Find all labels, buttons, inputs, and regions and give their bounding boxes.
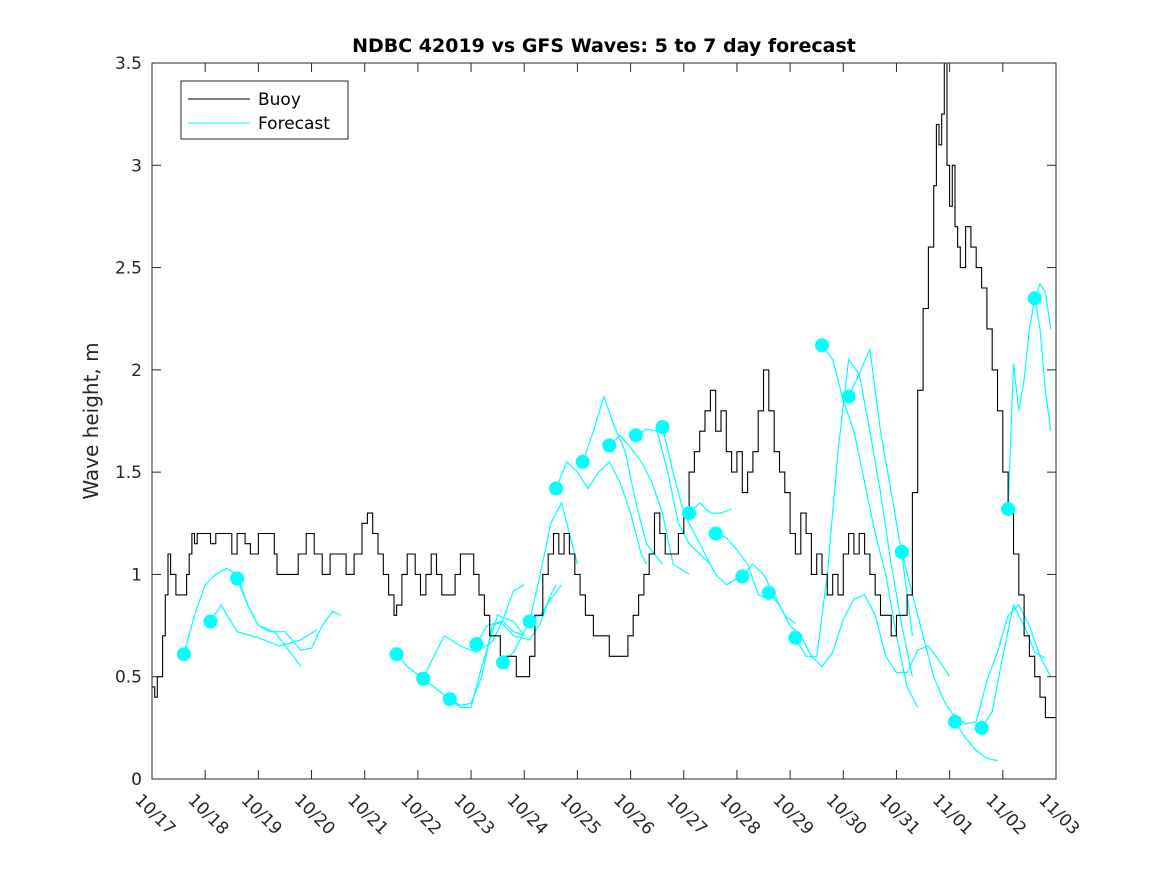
y-tick-label: 0.5 (115, 668, 142, 688)
forecast-marker (815, 338, 829, 353)
forecast-marker (974, 720, 989, 735)
buoy-series (152, 63, 1056, 719)
forecast-run-line (848, 371, 913, 677)
forecast-run-line (236, 578, 302, 667)
forecast-marker (389, 647, 404, 662)
forecast-marker (522, 614, 537, 629)
legend-buoy-label: Buoy (258, 90, 301, 110)
legend-box (180, 80, 349, 140)
forecast-run-line (688, 501, 732, 514)
forecast-run-line (1034, 298, 1052, 432)
forecast-run-line (582, 394, 663, 565)
forecast-run-line (741, 563, 796, 624)
forecast-run-line (715, 532, 770, 600)
forecast-marker (602, 438, 617, 453)
forecast-marker (841, 389, 856, 404)
forecast-run-line (555, 460, 648, 565)
y-tick-label: 1.5 (115, 463, 142, 483)
forecast-run-line (1007, 282, 1052, 510)
forecast-marker (496, 655, 510, 670)
forecast-run-line (635, 428, 711, 565)
forecast-run-line (529, 501, 578, 622)
buoy-line (152, 63, 1056, 719)
forecast-marker (575, 454, 590, 469)
forecast-marker (469, 637, 484, 651)
forecast-marker (735, 569, 750, 584)
y-axis-label: Wave height, m (79, 342, 103, 499)
forecast-marker (203, 614, 218, 629)
legend: Buoy Forecast (180, 80, 349, 140)
forecast-marker (1001, 502, 1016, 516)
y-tick-label: 0 (131, 770, 142, 790)
forecast-run-line (794, 347, 913, 657)
forecast-run-line (954, 721, 998, 762)
forecast-run-line (608, 434, 690, 575)
plot-frame (151, 62, 1057, 780)
forecast-markers (176, 291, 1042, 735)
forecast-run-line (422, 620, 525, 707)
forecast-marker (442, 692, 457, 707)
forecast-marker (628, 428, 643, 443)
forecast-marker (708, 526, 723, 541)
forecast-marker (761, 585, 776, 600)
y-tick-label: 2.5 (115, 259, 142, 279)
chart-title: NDBC 42019 vs GFS Waves: 5 to 7 day fore… (352, 35, 856, 57)
forecast-run-line (449, 614, 525, 708)
forecast-marker (682, 506, 697, 521)
forecast-series (183, 282, 1052, 762)
y-tick-label: 3.5 (115, 54, 142, 74)
forecast-marker (788, 630, 803, 645)
forecast-marker (176, 647, 191, 662)
forecast-marker (894, 544, 909, 559)
legend-forecast-label: Forecast (258, 114, 330, 134)
forecast-run-line (901, 551, 1052, 725)
y-tick-label: 2 (131, 361, 142, 381)
forecast-run-line (661, 426, 738, 586)
forecast-run-line (821, 344, 919, 708)
forecast-run-line (981, 603, 1046, 729)
forecast-marker (948, 714, 962, 729)
forecast-marker (416, 671, 431, 686)
forecast-run-line (209, 603, 318, 647)
y-tick-label: 1 (131, 565, 142, 585)
forecast-marker (549, 481, 564, 496)
y-tick-label: 3 (131, 156, 142, 176)
forecast-marker (655, 420, 670, 435)
forecast-marker (1027, 291, 1042, 306)
forecast-marker (230, 571, 245, 586)
